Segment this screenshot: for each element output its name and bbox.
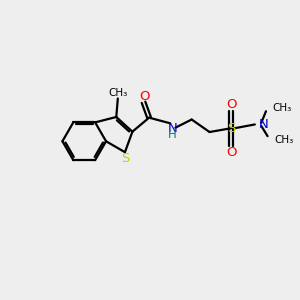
Text: CH₃: CH₃ xyxy=(275,135,294,145)
Text: O: O xyxy=(226,146,236,159)
Text: CH₃: CH₃ xyxy=(109,88,128,98)
Text: O: O xyxy=(226,98,236,111)
Text: N: N xyxy=(258,118,268,131)
Text: O: O xyxy=(140,90,150,103)
Text: S: S xyxy=(121,152,129,165)
Text: S: S xyxy=(227,122,235,135)
Text: H: H xyxy=(168,128,177,141)
Text: N: N xyxy=(168,122,177,135)
Text: CH₃: CH₃ xyxy=(273,103,292,113)
